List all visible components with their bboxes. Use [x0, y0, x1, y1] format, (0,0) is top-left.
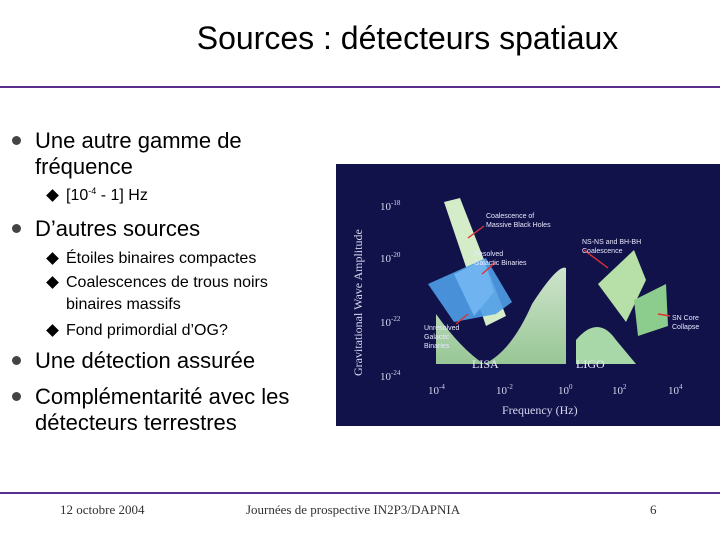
bullet-line: Une détection assurée — [35, 348, 256, 373]
label-unresolved-galactic: Unresolved Galactic Binaries — [424, 325, 461, 350]
figure-ylabel: Gravitational Wave Amplitude — [351, 229, 365, 376]
ns-bh-coalescence-band — [598, 250, 646, 322]
label-resolved-galactic: Resolved Galactic Binaries — [474, 251, 527, 267]
sub-bullet-text: Coalescences de trous noirs — [66, 274, 268, 291]
resolved-binaries-band — [454, 260, 494, 316]
arrow — [657, 313, 671, 317]
y-tick-label: 10-18 — [380, 199, 401, 213]
label-ns-bh-coalescence: NS-NS and BH-BH Coalescence — [582, 239, 643, 255]
label-massive-black-holes: Coalescence of Massive Black Holes — [486, 213, 551, 229]
slide-title: Sources : détecteurs spatiaux — [196, 20, 619, 56]
page-number: 6 — [650, 502, 657, 517]
sn-core-collapse-band — [634, 284, 668, 336]
x-tick-label: 100 — [558, 383, 573, 397]
y-tick-label: 10-22 — [380, 315, 401, 329]
bullet-line: fréquence — [35, 154, 133, 179]
diamond-bullet-icon — [46, 276, 59, 289]
bullet-line: détecteurs terrestres — [35, 410, 237, 435]
bullet-line: D’autres sources — [35, 216, 201, 241]
arrow — [467, 225, 485, 239]
label-sn-core-collapse: SN Core Collapse — [672, 315, 701, 331]
bullet-dot-icon — [12, 392, 21, 401]
arrow — [455, 313, 469, 325]
bullet-dot-icon — [12, 224, 21, 233]
footer-event: Journées de prospective IN2P3/DAPNIA — [246, 502, 461, 517]
lisa-sensitivity-region — [436, 267, 566, 364]
bullet-line: Complémentarité avec les — [35, 384, 290, 409]
title-divider — [0, 86, 720, 88]
sub-bullet-text: binaires massifs — [66, 296, 181, 313]
label-ligo: LIGO — [576, 357, 605, 371]
diamond-bullet-icon — [46, 189, 59, 202]
diamond-bullet-icon — [46, 324, 59, 337]
footer-divider — [0, 492, 720, 494]
footer-date: 12 octobre 2004 — [60, 502, 145, 517]
ligo-sensitivity-region — [576, 327, 636, 364]
arrow — [583, 249, 609, 269]
y-tick-label: 10-24 — [380, 369, 401, 383]
sub-bullet-text: [10-4 - 1] Hz — [66, 186, 148, 205]
bullet-dot-icon — [12, 136, 21, 145]
y-tick-label: 10-20 — [380, 251, 401, 265]
bullet-line: Une autre gamme de — [35, 128, 242, 153]
figure-svg: Gravitational Wave Amplitude 10-18 10-20… — [351, 198, 701, 417]
diamond-bullet-icon — [46, 252, 59, 265]
gw-sensitivity-figure: Gravitational Wave Amplitude 10-18 10-20… — [336, 164, 720, 426]
x-tick-label: 102 — [612, 383, 627, 397]
x-tick-label: 10-2 — [496, 383, 513, 397]
figure-xlabel: Frequency (Hz) — [502, 403, 578, 417]
arrow — [481, 261, 497, 275]
bullet-dot-icon — [12, 356, 21, 365]
x-tick-label: 10-4 — [428, 383, 445, 397]
sub-bullet-text: Fond primordial d’OG? — [66, 322, 228, 339]
sub-bullet-text: Étoiles binaires compactes — [66, 250, 257, 267]
label-lisa: LISA — [472, 357, 499, 371]
x-tick-label: 104 — [668, 383, 683, 397]
